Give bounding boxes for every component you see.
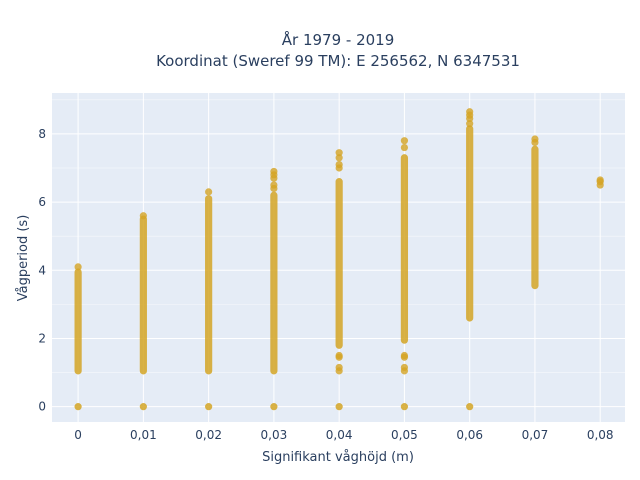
data-point (205, 188, 213, 196)
data-point (596, 176, 604, 184)
point-column (335, 149, 343, 411)
data-point (335, 154, 343, 162)
point-cluster (531, 145, 539, 290)
y-tick-label: 0 (38, 400, 46, 414)
data-point (400, 143, 409, 152)
data-point (400, 363, 409, 372)
data-point (335, 363, 343, 372)
data-point (466, 108, 474, 116)
data-point (270, 167, 278, 176)
data-point-zero (74, 403, 82, 411)
data-point (400, 351, 409, 360)
point-column (531, 135, 539, 290)
data-point (531, 135, 539, 143)
data-point-zero (400, 403, 409, 411)
data-point-zero (466, 403, 474, 411)
data-point (74, 263, 82, 271)
x-tick-label: 0,05 (391, 428, 418, 442)
point-cluster (139, 215, 147, 375)
y-tick-label: 2 (38, 331, 46, 345)
point-column (139, 212, 147, 411)
y-axis-title: Vågperiod (s) (16, 215, 31, 302)
y-tick-label: 4 (38, 263, 46, 277)
point-cluster (466, 125, 474, 322)
point-cluster (400, 154, 409, 344)
x-tick-label: 0,03 (261, 428, 288, 442)
y-tick-label: 6 (38, 195, 46, 209)
x-tick-label: 0,06 (456, 428, 483, 442)
x-tick-label: 0,04 (326, 428, 353, 442)
y-tick-label: 8 (38, 127, 46, 141)
chart-title-line2: Koordinat (Sweref 99 TM): E 256562, N 63… (156, 52, 520, 70)
point-column (74, 263, 82, 411)
x-tick-label: 0 (74, 428, 82, 442)
data-point (270, 181, 278, 189)
tick-labels: 0 2 4 6 8 0 0,01 0,02 0,03 0,04 0,05 0,06 0,07 0,08 (38, 127, 613, 442)
point-cluster (205, 195, 213, 375)
x-tick-label: 0,02 (195, 428, 222, 442)
point-cluster (74, 268, 82, 375)
data-point-zero (335, 403, 343, 411)
point-cluster (335, 178, 343, 349)
point-column (596, 176, 604, 189)
data-point-zero (270, 403, 278, 411)
data-point (335, 149, 343, 157)
data-point (335, 351, 343, 360)
data-points (74, 108, 604, 411)
point-column (466, 108, 474, 411)
chart-title-line1: År 1979 - 2019 (282, 30, 395, 49)
data-point-zero (205, 403, 213, 411)
data-point (139, 212, 147, 220)
point-cluster (270, 191, 278, 375)
x-tick-label: 0,07 (522, 428, 549, 442)
x-tick-label: 0,01 (130, 428, 157, 442)
data-point (400, 137, 409, 145)
x-axis-title: Signifikant våghöjd (m) (262, 450, 414, 465)
point-column (205, 188, 213, 411)
x-tick-label: 0,08 (587, 428, 614, 442)
point-column (270, 167, 278, 411)
point-column (400, 137, 409, 411)
data-point (335, 160, 343, 169)
data-point-zero (139, 403, 147, 411)
data-point (466, 120, 474, 128)
